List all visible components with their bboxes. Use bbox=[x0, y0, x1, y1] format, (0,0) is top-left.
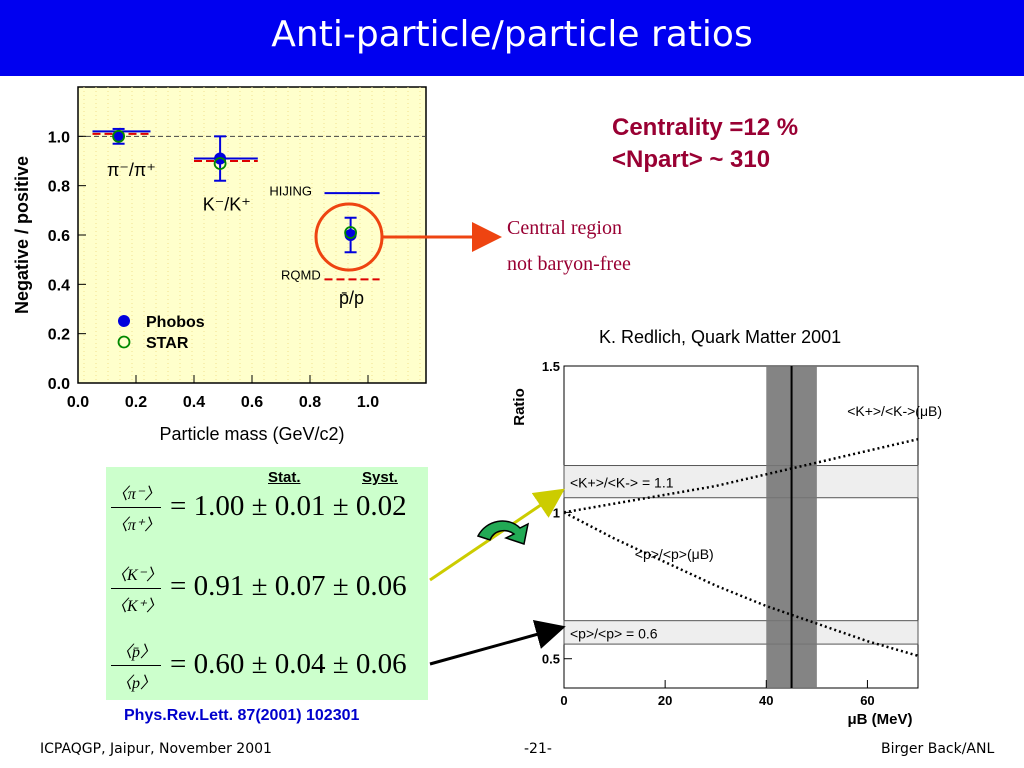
point-label: π⁻/π⁺ bbox=[107, 160, 156, 180]
footer-page-number: -21- bbox=[524, 741, 552, 757]
x-tick-label: 0.2 bbox=[125, 394, 147, 411]
data-point-phobos bbox=[112, 130, 125, 143]
slide-title: Anti-particle/particle ratios bbox=[271, 14, 753, 55]
x-tick-label: 0 bbox=[560, 693, 567, 708]
centrality-line: Centrality =12 % bbox=[612, 114, 799, 141]
x-tick-label: 40 bbox=[759, 693, 773, 708]
fraction-denominator: 〈p〉 bbox=[115, 675, 156, 692]
legend-label: STAR bbox=[146, 335, 189, 352]
pion-ratio-value: = 1.00 ± 0.01 ± 0.02 bbox=[170, 490, 407, 522]
x-tick-label: 0.4 bbox=[183, 394, 205, 411]
proton-fraction: 〈p̄〉 〈p〉 bbox=[111, 638, 161, 693]
band-label: <p>/<p> = 0.6 bbox=[570, 625, 658, 641]
kaon-arrow bbox=[429, 488, 565, 582]
y-tick-label: 0.0 bbox=[48, 376, 70, 393]
point-label: HIJING bbox=[269, 184, 312, 199]
results-box bbox=[106, 467, 428, 700]
fraction-numerator: 〈π⁻〉 bbox=[111, 480, 161, 508]
proton-ratio-value: = 0.60 ± 0.04 ± 0.06 bbox=[170, 648, 407, 680]
kaon-fraction: 〈K⁻〉 〈K⁺〉 bbox=[111, 561, 163, 616]
legend-marker bbox=[117, 335, 131, 349]
y-tick-label: 0.5 bbox=[542, 652, 560, 667]
central-region-note: Central region not baryon-free bbox=[507, 210, 631, 282]
x-tick-label: 20 bbox=[658, 693, 672, 708]
point-label: p̄/p bbox=[339, 288, 364, 308]
baryon-free-line: not baryon-free bbox=[507, 253, 631, 275]
curve-label: <p>/<p>(μB) bbox=[635, 546, 714, 562]
proton-arrow bbox=[429, 619, 566, 666]
y-tick-label: 0.6 bbox=[48, 228, 70, 245]
y-axis-label: Negative / positive bbox=[12, 156, 32, 314]
kaon-ratio-value: = 0.91 ± 0.07 ± 0.06 bbox=[170, 570, 407, 602]
footer-left: ICPAQGP, Jaipur, November 2001 bbox=[40, 741, 272, 757]
ratio-band bbox=[563, 465, 919, 499]
y-tick-label: 1.0 bbox=[48, 129, 70, 146]
x-axis-label: μB (MeV) bbox=[847, 711, 912, 728]
x-axis-label: Particle mass (GeV/c2) bbox=[159, 424, 344, 444]
fraction-numerator: 〈p̄〉 bbox=[111, 638, 161, 666]
band-label: <K+>/<K-> = 1.1 bbox=[570, 475, 674, 491]
centrality-text: Centrality =12 % <Npart> ~ 310 bbox=[612, 112, 798, 176]
ratio-curve bbox=[563, 437, 919, 514]
ratio-curve bbox=[563, 511, 919, 658]
stat-label: Stat. bbox=[268, 469, 301, 486]
syst-label: Syst. bbox=[362, 469, 398, 486]
fraction-numerator: 〈K⁻〉 bbox=[111, 561, 162, 589]
npart-line: <Npart> ~ 310 bbox=[612, 146, 771, 173]
point-label: K⁻/K⁺ bbox=[203, 194, 251, 214]
legend-marker bbox=[118, 315, 130, 327]
data-point-star bbox=[112, 129, 125, 143]
fraction-denominator: 〈K⁺〉 bbox=[111, 598, 163, 615]
y-tick-label: 0.8 bbox=[48, 179, 70, 196]
x-tick-label: 60 bbox=[860, 693, 874, 708]
highlight-circle bbox=[314, 202, 384, 272]
x-tick-label: 1.0 bbox=[357, 394, 379, 411]
y-tick-label: 0.2 bbox=[48, 327, 70, 344]
x-tick-label: 0.6 bbox=[241, 394, 263, 411]
central-region-line: Central region bbox=[507, 217, 622, 239]
x-tick-label: 0.0 bbox=[67, 394, 89, 411]
citation: Phys.Rev.Lett. 87(2001) 102301 bbox=[124, 707, 360, 724]
curve-label: <K+>/<K->(μB) bbox=[847, 403, 942, 419]
footer-right: Birger Back/ANL bbox=[881, 741, 995, 757]
rotate-arrow-icon bbox=[476, 520, 530, 545]
y-tick-label: 0.4 bbox=[48, 277, 70, 294]
data-point-star bbox=[344, 226, 358, 239]
point-label: RQMD bbox=[281, 267, 321, 282]
data-point-star bbox=[213, 157, 227, 170]
pion-fraction: 〈π⁻〉 〈π⁺〉 bbox=[111, 480, 161, 535]
legend-label: Phobos bbox=[146, 314, 205, 331]
y-tick-label: 1.5 bbox=[542, 359, 560, 374]
reference-text: K. Redlich, Quark Matter 2001 bbox=[599, 327, 842, 347]
x-tick-label: 0.8 bbox=[299, 394, 321, 411]
y-axis-label: Ratio bbox=[511, 388, 528, 426]
fraction-denominator: 〈π⁺〉 bbox=[111, 517, 161, 534]
title-bar bbox=[0, 0, 1024, 76]
